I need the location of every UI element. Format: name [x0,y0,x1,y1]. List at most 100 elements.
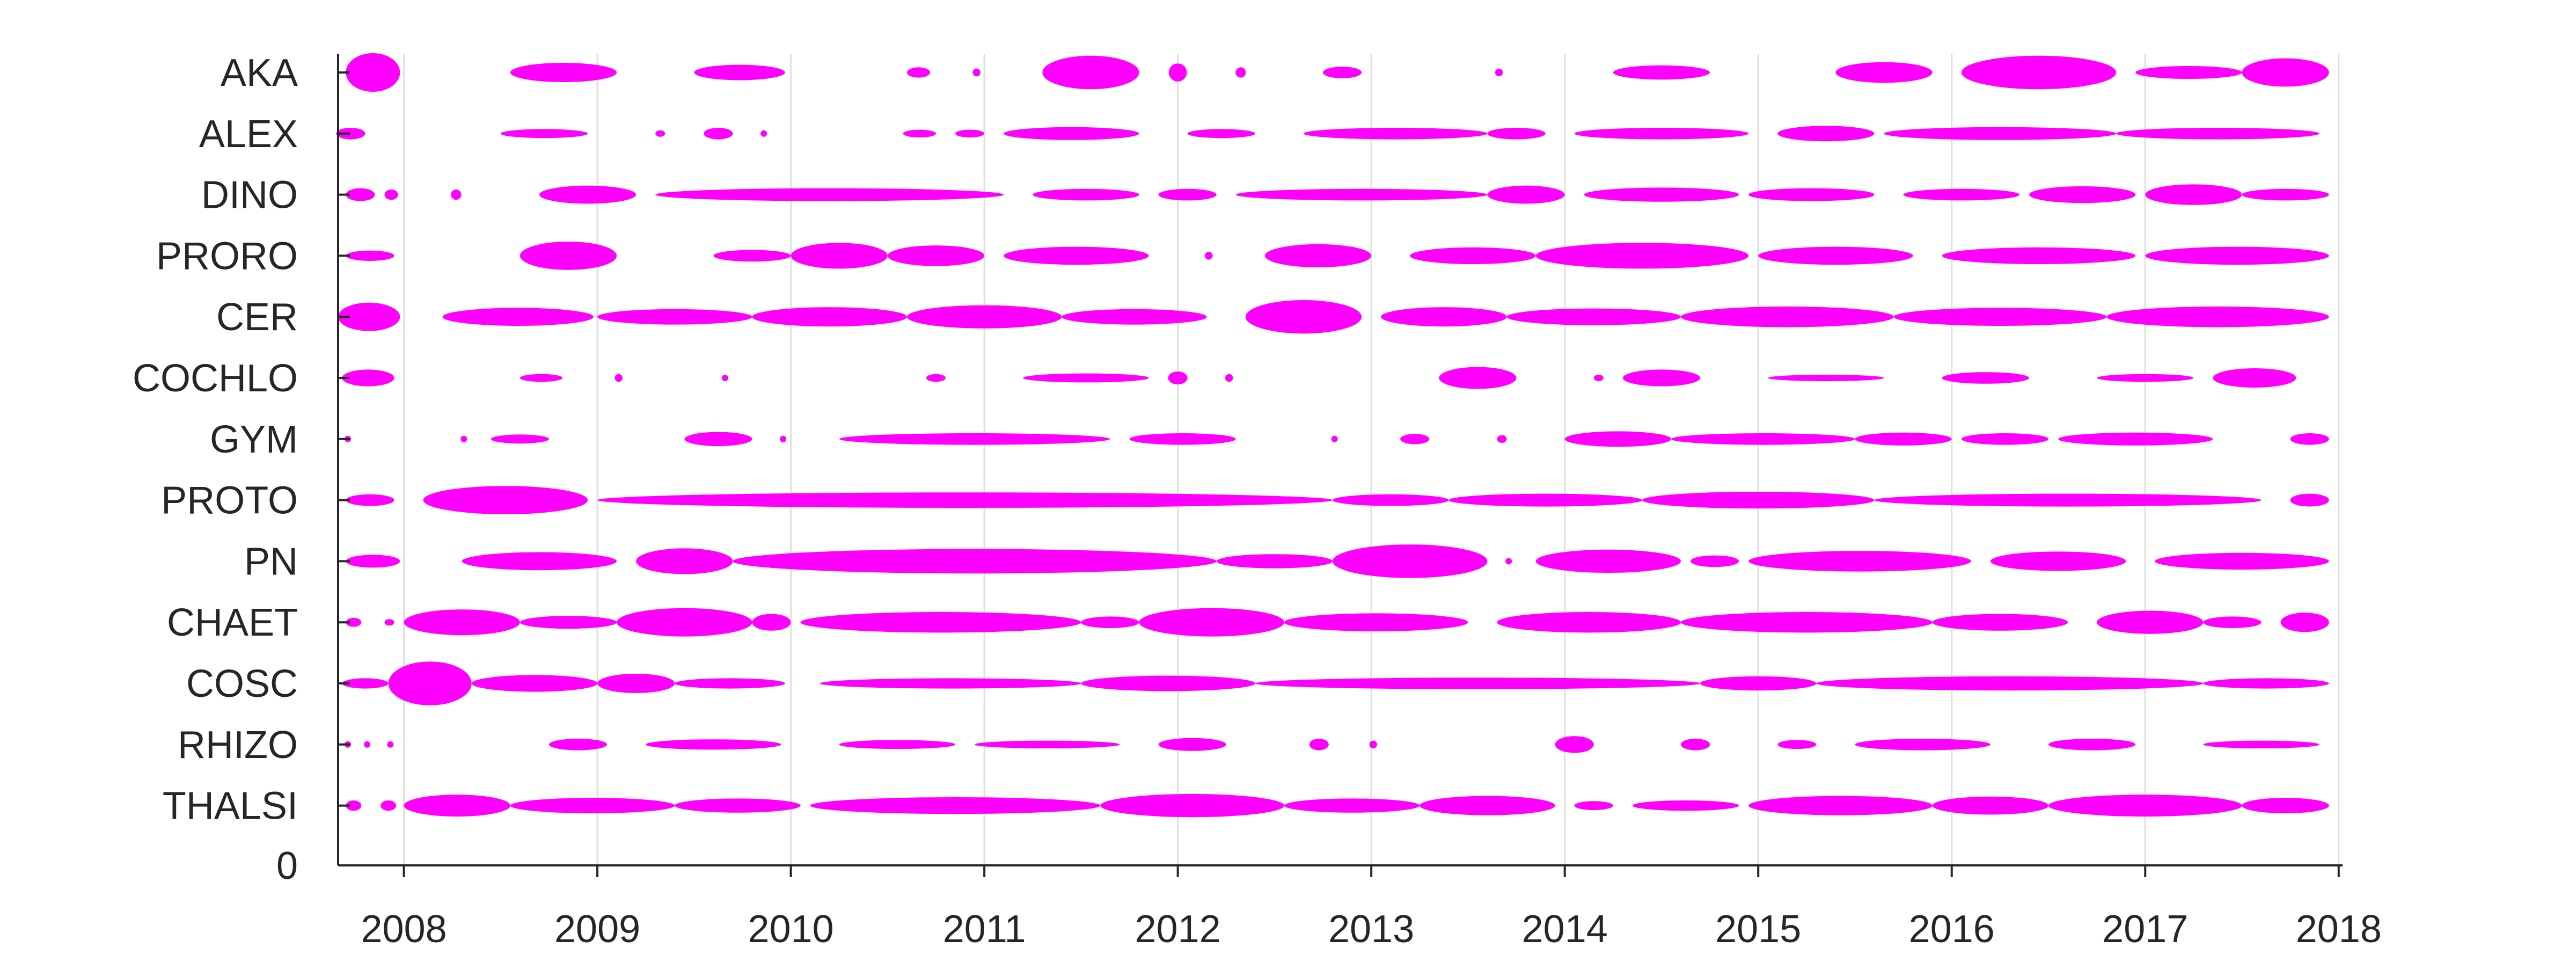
point-cluster-cosc-5 [819,678,1081,689]
x-tick-label: 2018 [2296,908,2382,951]
point-cluster-aka-6 [1168,63,1187,82]
point-cluster-cer-4 [906,305,1062,329]
point-cluster-aka-10 [1613,65,1710,80]
point-cluster-cochlo-1 [519,374,563,382]
point-cluster-alex-4 [760,130,767,137]
point-cluster-dino-7 [1235,188,1488,201]
point-cluster-gym-1 [460,435,467,442]
point-cluster-aka-4 [972,68,980,77]
point-cluster-dino-14 [2242,188,2329,201]
point-cluster-alex-2 [655,130,665,137]
point-cluster-pn-7 [1535,549,1681,573]
series-row-pn [346,544,2329,578]
point-cluster-proro-1 [519,242,617,270]
point-cluster-gym-7 [1331,435,1338,442]
y-tick-label: PRORO [156,235,298,278]
point-cluster-chaet-4 [617,608,752,637]
point-cluster-cochlo-3 [722,375,729,381]
point-cluster-alex-12 [1777,126,1875,142]
point-cluster-aka-9 [1495,68,1503,77]
point-cluster-rhizo-5 [839,740,956,749]
point-cluster-proro-8 [1410,247,1536,264]
y-tick-label: PROTO [161,479,298,522]
point-cluster-rhizo-7 [1158,738,1226,751]
y-tick-label: CER [216,296,298,339]
point-cluster-cer-7 [1381,307,1507,327]
point-cluster-cosc-9 [1816,676,2204,691]
point-cluster-proro-7 [1264,244,1372,267]
point-cluster-thalsi-1 [380,800,397,811]
series-row-cochlo [342,367,2296,389]
point-cluster-aka-1 [510,63,617,82]
point-cluster-rhizo-13 [1855,739,1990,751]
point-cluster-chaet-7 [1081,616,1139,628]
point-cluster-aka-2 [694,64,785,81]
point-cluster-chaet-13 [2097,610,2204,634]
point-cluster-proto-0 [346,494,394,506]
point-cluster-thalsi-9 [1574,801,1613,810]
point-cluster-pn-1 [462,552,617,571]
point-cluster-chaet-0 [346,617,362,627]
y-tick-label: GYM [210,418,298,461]
point-cluster-dino-1 [384,190,398,200]
point-cluster-proro-3 [791,243,888,269]
point-cluster-rhizo-4 [646,739,781,750]
point-cluster-rhizo-1 [364,741,371,748]
y-tick-label: COCHLO [133,357,298,400]
point-cluster-chaet-12 [1932,614,2068,631]
x-tick-label: 2009 [554,908,640,951]
point-cluster-dino-13 [2145,184,2242,205]
point-cluster-gym-15 [2290,433,2329,445]
point-cluster-cosc-1 [388,661,472,705]
point-cluster-cer-2 [597,309,752,325]
point-cluster-thalsi-0 [346,800,362,811]
point-cluster-aka-8 [1323,67,1362,78]
point-cluster-chaet-3 [519,616,617,629]
point-cluster-gym-5 [839,433,1110,445]
point-cluster-rhizo-14 [2048,739,2136,751]
point-cluster-chaet-14 [2203,616,2262,628]
point-cluster-cochlo-9 [1593,375,1604,381]
point-cluster-proro-0 [346,250,394,261]
point-cluster-alex-1 [500,129,588,139]
point-cluster-aka-14 [2242,58,2329,87]
point-cluster-chaet-10 [1497,612,1681,633]
point-cluster-gym-9 [1497,435,1507,443]
point-cluster-rhizo-2 [387,741,394,748]
point-cluster-cosc-6 [1081,675,1255,691]
x-tick-label: 2015 [1715,908,1801,951]
series-row-proto [346,486,2329,514]
point-cluster-alex-3 [704,128,733,140]
point-cluster-cer-0 [338,302,400,331]
point-cluster-proto-6 [1874,493,2262,507]
series-row-rhizo [345,736,2319,753]
x-tick-label: 2014 [1522,908,1608,951]
point-cluster-alex-8 [1187,129,1255,139]
point-cluster-dino-8 [1487,185,1565,204]
x-tick-label: 2011 [943,908,1026,951]
tick-labels: 0 2008 2009 2010 2011 2012 2013 2014 2015 2016 20… [133,52,2382,951]
point-cluster-alex-7 [1004,127,1139,140]
point-cluster-rhizo-9 [1369,740,1377,749]
point-cluster-rhizo-15 [2203,740,2319,749]
point-cluster-thalsi-11 [1748,796,1933,815]
point-cluster-cosc-3 [597,674,675,693]
point-cluster-cochlo-8 [1439,367,1517,389]
y-tick-label: PN [244,540,298,583]
y-tick-label-zero: 0 [276,844,298,887]
point-cluster-gym-4 [780,435,787,442]
series-row-aka [346,53,2329,92]
point-cluster-dino-3 [539,185,636,204]
y-tick-label: AKA [221,52,298,94]
point-cluster-aka-5 [1042,55,1139,90]
x-tick-label: 2012 [1135,908,1221,951]
point-cluster-thalsi-12 [1932,796,2049,815]
data-marks [336,53,2329,818]
x-tick-label: 2017 [2102,908,2188,951]
point-cluster-thalsi-8 [1419,796,1555,815]
point-cluster-proro-12 [2145,246,2329,265]
point-cluster-alex-13 [1884,127,2117,140]
point-cluster-cer-5 [1062,309,1207,325]
point-cluster-alex-10 [1487,128,1546,140]
